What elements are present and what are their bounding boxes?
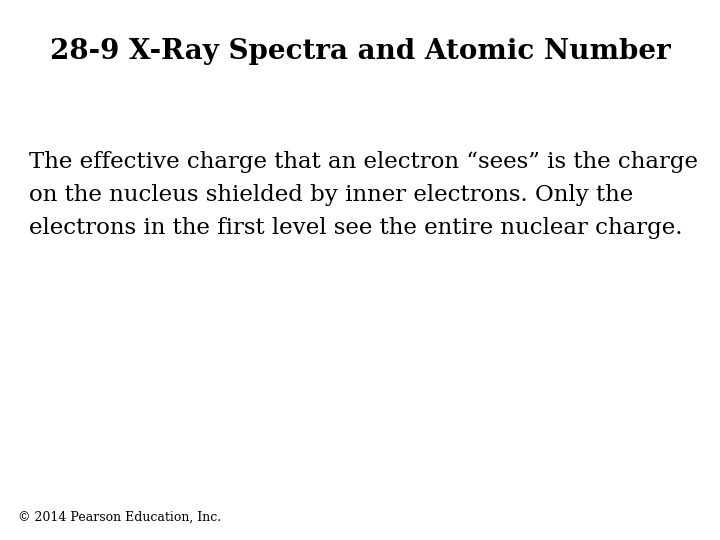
- Text: The effective charge that an electron “sees” is the charge
on the nucleus shield: The effective charge that an electron “s…: [29, 151, 698, 239]
- Text: © 2014 Pearson Education, Inc.: © 2014 Pearson Education, Inc.: [18, 511, 221, 524]
- Text: 28-9 X-Ray Spectra and Atomic Number: 28-9 X-Ray Spectra and Atomic Number: [50, 38, 670, 65]
